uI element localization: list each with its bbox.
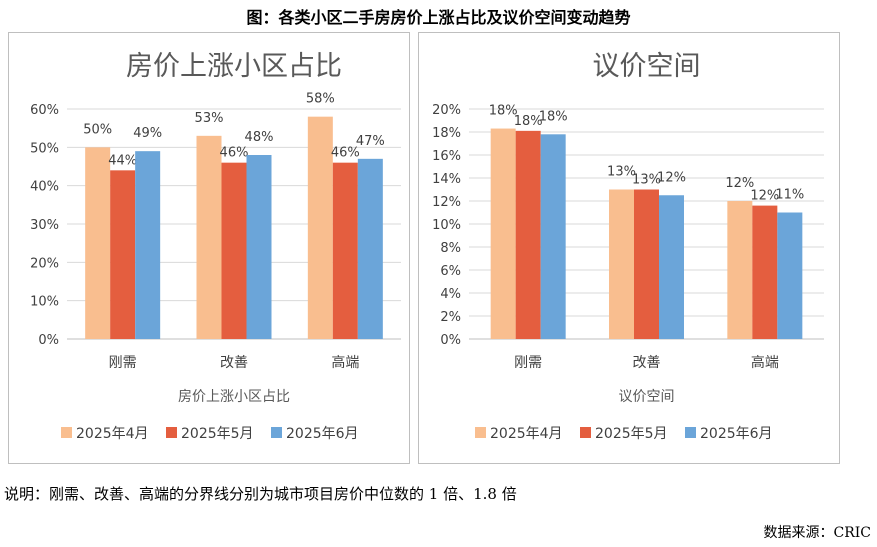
bar-2 (634, 189, 659, 339)
data-label: 48% (245, 130, 274, 145)
data-label: 12% (725, 176, 754, 191)
bar-3 (659, 195, 684, 339)
x-axis-title: 议价空间 (619, 389, 675, 405)
data-label: 53% (195, 111, 224, 126)
x-tick-label: 高端 (751, 354, 779, 371)
y-tick-label: 6% (440, 264, 461, 279)
legend-label: 2025年4月 (76, 426, 149, 442)
y-tick-label: 20% (30, 256, 59, 271)
y-tick-label: 30% (30, 218, 59, 233)
y-tick-label: 40% (30, 180, 59, 195)
rising-share-chart: 房价上涨小区占比 0% 10% 20% 30% 40% 50% 60% 50% 44% 49% 刚需 5… (30, 51, 401, 442)
x-axis-title: 房价上涨小区占比 (178, 389, 290, 405)
chart-panel-rising-share: 房价上涨小区占比 0% 10% 20% 30% 40% 50% 60% 50% 44% 49% 刚需 5… (8, 32, 410, 464)
y-tick-label: 10% (432, 218, 461, 233)
y-tick-label: 16% (432, 149, 461, 164)
data-label: 47% (356, 134, 385, 149)
bar-3 (246, 155, 272, 339)
y-tick-label: 2% (440, 310, 461, 325)
data-label: 58% (306, 92, 335, 107)
chart-title: 议价空间 (593, 51, 701, 82)
x-tick-label: 高端 (331, 354, 359, 371)
bar-1 (196, 135, 222, 339)
x-tick-label: 改善 (633, 355, 661, 371)
x-tick-label: 刚需 (514, 355, 542, 371)
legend-label: 2025年6月 (700, 426, 773, 442)
bar-3 (135, 151, 161, 339)
data-label: 12% (750, 189, 779, 204)
data-label: 13% (607, 165, 636, 180)
bar-3 (357, 158, 383, 339)
bar-1 (609, 189, 634, 339)
y-tick-label: 0% (440, 333, 461, 348)
y-tick-label: 0% (38, 333, 59, 348)
chart-panel-bargain-space: 议价空间 0% 2% 4% 6% 8% 10% 12% 14% 16% 18% 20% 18% 18% 18… (418, 32, 840, 464)
data-label: 49% (133, 126, 162, 141)
bar-2 (752, 205, 778, 339)
bar-2 (110, 170, 136, 339)
legend-label: 2025年5月 (181, 426, 254, 442)
legend-label: 2025年6月 (286, 426, 359, 442)
data-label: 18% (489, 104, 518, 119)
x-tick-label: 改善 (220, 355, 248, 371)
y-tick-label: 8% (440, 241, 461, 256)
bar-2 (515, 130, 541, 339)
bar-2 (332, 162, 358, 339)
y-tick-label: 10% (30, 295, 59, 310)
legend-swatch (580, 427, 591, 438)
legend-swatch (685, 427, 696, 438)
y-tick-label: 20% (432, 103, 461, 118)
x-tick-label: 刚需 (109, 355, 137, 371)
y-tick-label: 4% (440, 287, 461, 302)
bar-1 (490, 128, 516, 339)
legend-label: 2025年4月 (490, 426, 563, 442)
figure-title: 图：各类小区二手房房价上涨占比及议价空间变动趋势 (246, 8, 631, 27)
bar-1 (85, 147, 111, 339)
data-label: 50% (83, 122, 112, 137)
data-source: 数据来源：CRIC (763, 525, 872, 541)
y-tick-label: 50% (30, 141, 59, 156)
y-tick-label: 60% (30, 103, 59, 118)
legend-swatch (271, 427, 282, 438)
footnote: 说明：刚需、改善、高端的分界线分别为城市项目房价中位数的 1 倍、1.8 倍 (4, 485, 517, 503)
data-label: 11% (775, 188, 804, 203)
legend-swatch (475, 427, 486, 438)
data-label: 18% (514, 114, 543, 129)
data-label: 12% (657, 170, 686, 185)
data-label: 46% (220, 146, 249, 161)
data-label: 44% (108, 153, 137, 168)
data-label: 13% (632, 173, 661, 188)
bar-3 (777, 212, 803, 339)
y-tick-label: 18% (432, 126, 461, 141)
legend-label: 2025年5月 (595, 426, 668, 442)
bar-1 (307, 116, 333, 340)
bar-2 (221, 162, 247, 339)
bar-1 (727, 201, 753, 339)
data-label: 46% (331, 146, 360, 161)
chart-title: 房价上涨小区占比 (126, 51, 342, 82)
legend-swatch (166, 427, 177, 438)
legend-swatch (61, 427, 72, 438)
bar-3 (540, 134, 566, 339)
data-label: 18% (539, 109, 568, 124)
y-tick-label: 12% (432, 195, 461, 210)
y-tick-label: 14% (432, 172, 461, 187)
